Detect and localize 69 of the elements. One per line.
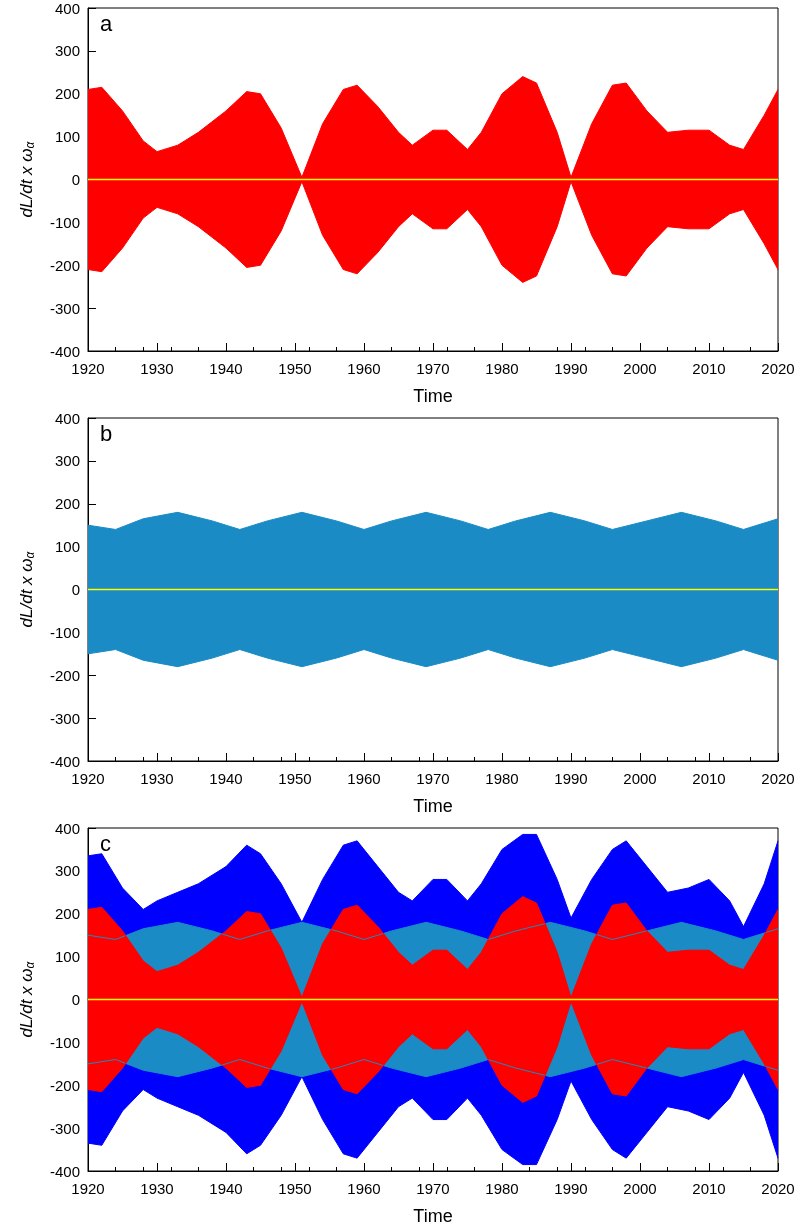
x-tick-label: 1960 [347, 1180, 381, 1197]
y-tick-label: 300 [54, 452, 80, 470]
y-tick-label: 200 [54, 85, 80, 103]
y-axis-title: dL/dt x ωα [16, 140, 37, 218]
x-tick-label: 1950 [278, 1180, 312, 1197]
x-tick-label: 1990 [554, 360, 588, 377]
y-tick-label: -200 [49, 256, 80, 274]
y-tick-label: 300 [54, 42, 80, 60]
x-axis-title: Time [413, 386, 453, 406]
x-tick-label: 2020 [761, 1180, 795, 1197]
x-tick-label: 2010 [692, 1180, 726, 1197]
x-tick-label: 2010 [692, 360, 726, 377]
x-tick-label: 2000 [623, 770, 657, 787]
y-tick-label: 400 [54, 409, 80, 427]
x-tick-label: 2020 [761, 360, 795, 377]
y-tick-label: -400 [49, 1162, 80, 1180]
x-axis-title: Time [413, 1206, 453, 1226]
x-tick-label: 1960 [347, 360, 381, 377]
x-tick-label: 1980 [485, 360, 519, 377]
y-tick-label: 200 [54, 905, 80, 923]
y-tick-label: -100 [49, 1033, 80, 1051]
y-tick-label: -100 [49, 623, 80, 641]
annotation: c [100, 830, 111, 856]
y-tick-label: 100 [54, 128, 80, 146]
y-tick-label: -200 [49, 1076, 80, 1094]
x-tick-label: 1940 [209, 1180, 243, 1197]
y-tick-label: 200 [54, 495, 80, 513]
x-axis-title: Time [413, 796, 453, 816]
x-tick-label: 2000 [623, 360, 657, 377]
x-tick-label: 2020 [761, 770, 795, 787]
y-tick-label: -300 [49, 1119, 80, 1137]
y-tick-label: 100 [54, 948, 80, 966]
x-tick-label: 1940 [209, 360, 243, 377]
y-tick-label: -400 [49, 342, 80, 360]
x-tick-label: 1920 [71, 360, 105, 377]
x-tick-label: 1960 [347, 770, 381, 787]
x-tick-label: 1930 [140, 360, 174, 377]
y-tick-label: 300 [54, 862, 80, 880]
x-tick-label: 2010 [692, 770, 726, 787]
y-tick-label: -100 [49, 213, 80, 231]
annotation: b [100, 420, 113, 446]
x-tick-label: 1980 [485, 770, 519, 787]
y-axis-title: dL/dt x ωα [16, 550, 37, 628]
y-tick-label: -300 [49, 299, 80, 317]
x-tick-label: 1990 [554, 770, 588, 787]
x-tick-label: 1950 [278, 770, 312, 787]
x-tick-label: 1970 [416, 360, 450, 377]
x-tick-label: 1970 [416, 770, 450, 787]
x-tick-label: 1920 [71, 1180, 105, 1197]
y-tick-label: 400 [54, 0, 80, 17]
x-tick-label: 2000 [623, 1180, 657, 1197]
annotation: a [100, 10, 113, 36]
x-tick-label: 1970 [416, 1180, 450, 1197]
y-axis-title: dL/dt x ωα [16, 960, 37, 1038]
y-tick-label: 100 [54, 538, 80, 556]
x-tick-label: 1920 [71, 770, 105, 787]
y-tick-label: 0 [71, 991, 80, 1008]
y-tick-label: 0 [71, 581, 80, 598]
x-tick-label: 1930 [140, 1180, 174, 1197]
y-tick-label: 400 [54, 819, 80, 837]
y-tick-label: -200 [49, 666, 80, 684]
x-tick-label: 1930 [140, 770, 174, 787]
x-tick-label: 1990 [554, 1180, 588, 1197]
y-tick-label: -300 [49, 709, 80, 727]
x-tick-label: 1940 [209, 770, 243, 787]
x-tick-label: 1980 [485, 1180, 519, 1197]
x-tick-label: 1950 [278, 360, 312, 377]
y-tick-label: -400 [49, 752, 80, 770]
y-tick-label: 0 [71, 171, 80, 188]
